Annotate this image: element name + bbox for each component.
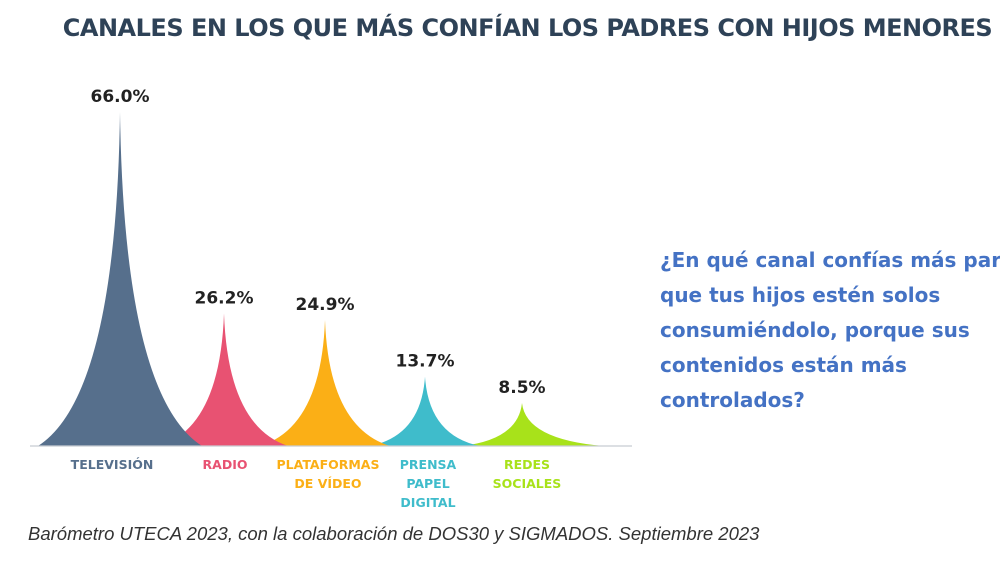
question-line: consumiéndolo, porque sus	[660, 318, 970, 342]
data-label: 13.7%	[396, 352, 455, 372]
question-line: ¿En qué canal confías más para	[660, 248, 1000, 272]
chart-title: CANALES EN LOS QUE MÁS CONFÍAN LOS PADRE…	[62, 14, 993, 42]
source-footer: Barómetro UTECA 2023, con la colaboració…	[28, 523, 760, 544]
bar-peak	[38, 112, 202, 446]
category-label: DE VÍDEO	[294, 476, 361, 491]
category-label: REDES	[504, 457, 550, 472]
category-label: PLATAFORMAS	[277, 457, 380, 472]
survey-question: ¿En qué canal confías más para que tus h…	[660, 243, 1000, 418]
question-line: controlados?	[660, 388, 805, 412]
chart: 66.0% TELEVISIÓN 26.2% RADIO 24.9% PLATAFORMA…	[30, 87, 632, 510]
question-line: contenidos están más	[660, 353, 907, 377]
category-label: DIGITAL	[400, 495, 455, 510]
bar-peak	[370, 376, 480, 446]
category-label: SOCIALES	[493, 476, 562, 491]
data-label: 66.0%	[91, 87, 150, 107]
bar-peak	[260, 319, 390, 446]
data-label: 8.5%	[498, 378, 545, 398]
category-label: PAPEL	[406, 476, 449, 491]
category-label: PRENSA	[400, 457, 457, 472]
category-label: RADIO	[203, 457, 248, 472]
question-line: que tus hijos estén solos	[660, 283, 941, 307]
bar-peak	[160, 313, 288, 446]
data-label: 26.2%	[195, 288, 254, 308]
category-label: TELEVISIÓN	[71, 457, 154, 472]
bar-peak	[462, 402, 604, 446]
data-label: 24.9%	[296, 295, 355, 315]
